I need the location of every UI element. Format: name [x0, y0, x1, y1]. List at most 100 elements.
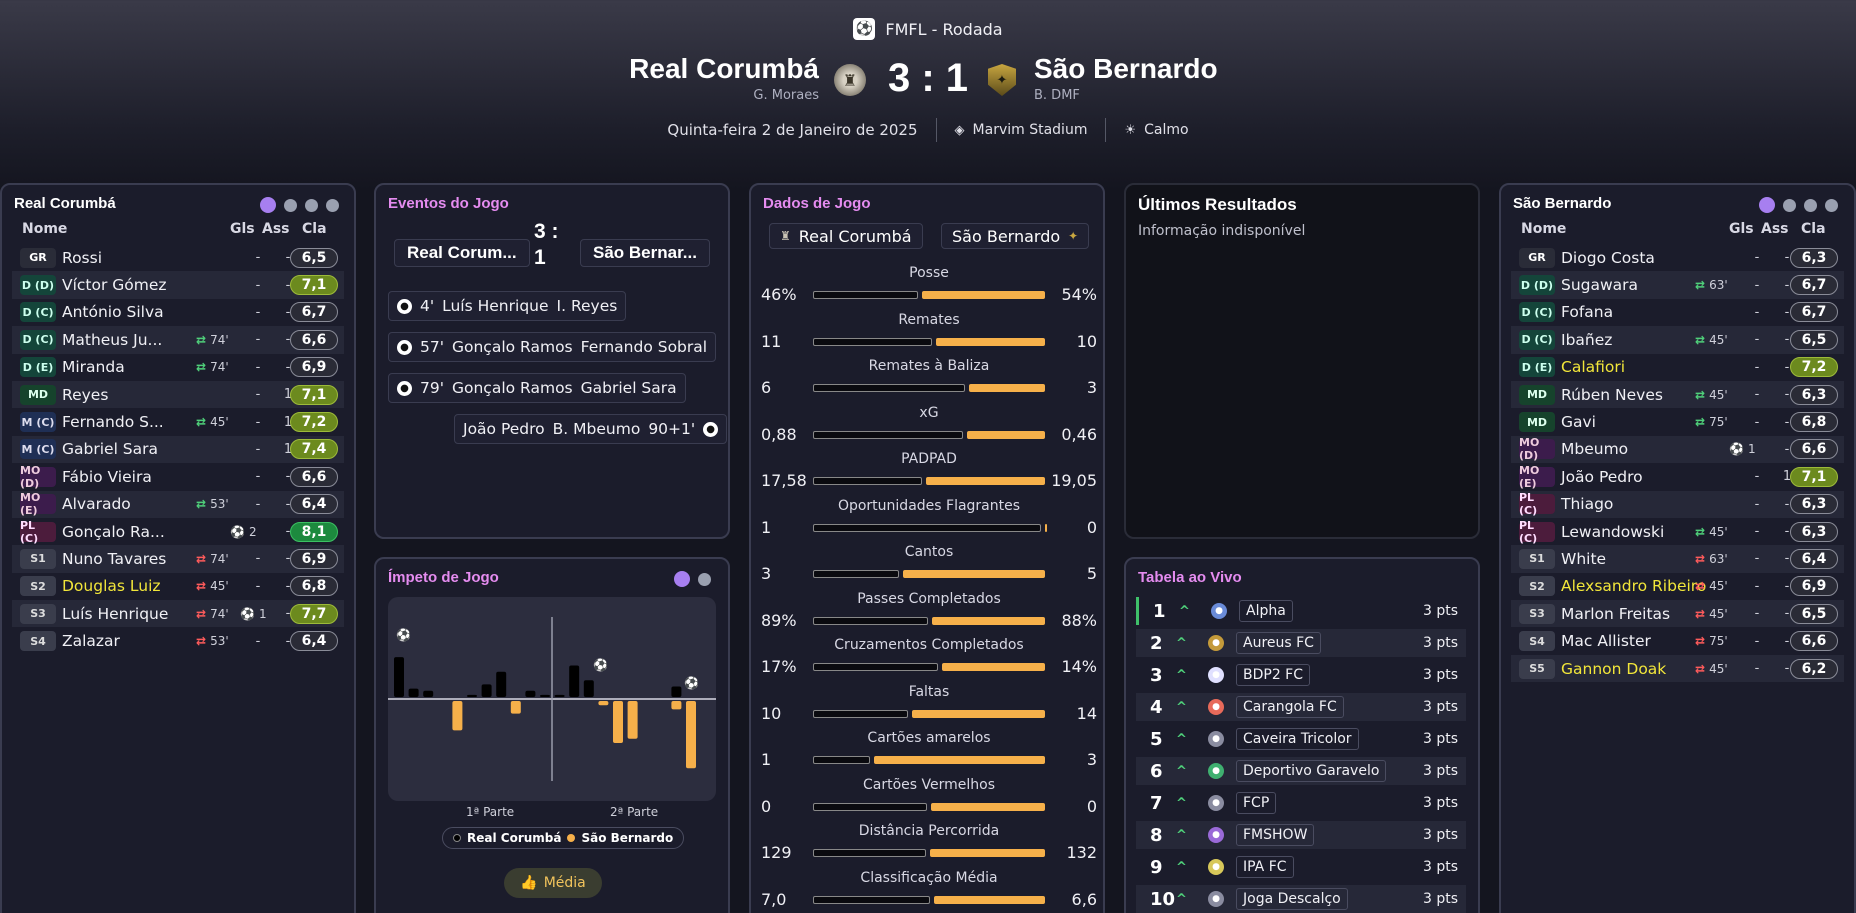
player-name[interactable]: João Pedro	[1561, 467, 1643, 486]
player-row[interactable]: MO (D) Mbeumo ⚽ 1 -6,6	[1511, 435, 1844, 464]
table-row[interactable]: 10 ^ ● Joga Descalço 3 pts	[1136, 885, 1466, 913]
goal-event[interactable]: ● 57' Gonçalo Ramos Fernando Sobral	[388, 332, 717, 362]
player-name[interactable]: White	[1561, 549, 1607, 568]
col-cla[interactable]: Cla	[1801, 221, 1826, 237]
player-row[interactable]: PL (C) Gonçalo Ra... ⚽ 2 -8,1	[12, 518, 344, 545]
view-dot[interactable]	[1804, 198, 1817, 212]
player-name[interactable]: Fofana	[1561, 303, 1614, 322]
view-dot[interactable]	[1759, 197, 1775, 213]
player-name[interactable]: Mbeumo	[1561, 440, 1629, 459]
stats-away-chip[interactable]: São Bernardo ✦	[941, 223, 1090, 249]
player-name[interactable]: Thiago	[1561, 495, 1614, 514]
player-row[interactable]: PL (C) Thiago - -6,3	[1511, 490, 1844, 518]
player-name[interactable]: Víctor Gómez	[62, 276, 167, 295]
player-name[interactable]: Calafiori	[1561, 358, 1626, 377]
average-button[interactable]: 👍 Média	[504, 868, 602, 898]
player-name[interactable]: Sugawara	[1561, 276, 1639, 295]
player-row[interactable]: D (C) Matheus Ju... ⇄ 74' - -6,6	[12, 326, 344, 354]
view-dot[interactable]	[674, 571, 690, 587]
player-row[interactable]: D (D) Sugawara ⇄ 63' - -6,7	[1511, 271, 1844, 299]
player-name[interactable]: Fernando S...	[62, 413, 164, 432]
player-row[interactable]: MO (E) João Pedro - 1 7,1	[1511, 463, 1844, 490]
player-name[interactable]: Lewandowski	[1561, 522, 1665, 541]
table-team-name[interactable]: Deportivo Garavelo	[1236, 760, 1387, 782]
player-row[interactable]: GR Rossi - -6,5	[12, 244, 344, 271]
table-team-name[interactable]: FCP	[1236, 792, 1277, 814]
player-name[interactable]: Alexsandro Ribeiro	[1561, 577, 1707, 596]
events-home-chip[interactable]: Real Corum...	[394, 239, 530, 267]
col-gls[interactable]: Gls	[230, 221, 255, 237]
player-name[interactable]: Gabriel Sara	[62, 440, 159, 459]
player-name[interactable]: Reyes	[62, 385, 109, 404]
player-row[interactable]: D (C) Fofana - -6,7	[1511, 299, 1844, 326]
events-away-chip[interactable]: São Bernar...	[580, 239, 710, 267]
col-gls[interactable]: Gls	[1729, 221, 1754, 237]
player-row[interactable]: S1 White ⇄ 63' - -6,4	[1511, 545, 1844, 573]
stats-home-chip[interactable]: ♜ Real Corumbá	[769, 223, 923, 249]
player-name[interactable]: Gonçalo Ra...	[62, 522, 165, 541]
player-row[interactable]: D (D) Víctor Gómez - -7,1	[12, 271, 344, 299]
away-badge-icon[interactable]: ✦	[988, 64, 1016, 96]
player-row[interactable]: MD Rúben Neves ⇄ 45' - -6,3	[1511, 380, 1844, 409]
view-dot[interactable]	[284, 198, 297, 212]
table-team-name[interactable]: FMSHOW	[1236, 824, 1315, 846]
col-ass[interactable]: Ass	[1761, 221, 1789, 237]
goal-event[interactable]: ● 79' Gonçalo Ramos Gabriel Sara	[388, 373, 686, 403]
table-row[interactable]: 1 ^ ● Alpha 3 pts	[1136, 597, 1466, 625]
player-name[interactable]: Miranda	[62, 358, 125, 377]
player-name[interactable]: Douglas Luiz	[62, 577, 161, 596]
player-row[interactable]: MO (D) Fábio Vieira - -6,6	[12, 463, 344, 490]
player-name[interactable]: Gavi	[1561, 413, 1596, 432]
view-dot[interactable]	[326, 198, 339, 212]
player-row[interactable]: MD Reyes - 1 7,1	[12, 380, 344, 409]
col-cla[interactable]: Cla	[302, 221, 327, 237]
view-dot[interactable]	[260, 197, 276, 213]
player-row[interactable]: D (E) Calafiori - -7,2	[1511, 354, 1844, 381]
player-row[interactable]: S2 Douglas Luiz ⇄ 45' - -6,8	[12, 573, 344, 600]
table-team-name[interactable]: Caveira Tricolor	[1236, 728, 1359, 750]
view-dot[interactable]	[1825, 198, 1838, 212]
away-team[interactable]: São Bernardo B. DMF	[1034, 52, 1218, 103]
table-row[interactable]: 9 ^ ● IPA FC 3 pts	[1136, 853, 1466, 881]
player-row[interactable]: S3 Luís Henrique ⇄ 74' ⚽ 1 -7,7	[12, 600, 344, 628]
player-row[interactable]: GR Diogo Costa - -6,3	[1511, 244, 1844, 271]
view-dot[interactable]	[1783, 198, 1796, 212]
competition[interactable]: ⚽ FMFL - Rodada	[0, 18, 1856, 40]
table-team-name[interactable]: IPA FC	[1236, 856, 1294, 878]
player-name[interactable]: Ibañez	[1561, 330, 1613, 349]
col-name[interactable]: Nome	[1521, 221, 1567, 237]
table-row[interactable]: 7 ^ ● FCP 3 pts	[1136, 789, 1466, 817]
table-row[interactable]: 8 ^ ● FMSHOW 3 pts	[1136, 821, 1466, 849]
table-team-name[interactable]: BDP2 FC	[1236, 664, 1311, 686]
player-name[interactable]: Mac Allister	[1561, 632, 1651, 651]
player-name[interactable]: Fábio Vieira	[62, 467, 152, 486]
player-name[interactable]: Matheus Ju...	[62, 330, 163, 349]
col-name[interactable]: Nome	[22, 221, 68, 237]
table-team-name[interactable]: Alpha	[1239, 600, 1293, 622]
player-row[interactable]: PL (C) Lewandowski ⇄ 45' - -6,3	[1511, 518, 1844, 545]
player-name[interactable]: Rúben Neves	[1561, 385, 1663, 404]
player-row[interactable]: S4 Zalazar ⇄ 53' - -6,4	[12, 627, 344, 654]
table-row[interactable]: 4 ^ ● Carangola FC 3 pts	[1136, 693, 1466, 721]
player-row[interactable]: MD Gavi ⇄ 75' - -6,8	[1511, 408, 1844, 435]
player-row[interactable]: D (E) Miranda ⇄ 74' - -6,9	[12, 354, 344, 381]
home-team[interactable]: Real Corumbá G. Moraes	[629, 52, 819, 103]
player-name[interactable]: Alvarado	[62, 495, 131, 514]
player-name[interactable]: Luís Henrique	[62, 604, 169, 623]
home-badge-icon[interactable]: ♜	[834, 64, 866, 96]
table-team-name[interactable]: Joga Descalço	[1236, 888, 1348, 910]
table-row[interactable]: 2 ^ ● Aureus FC 3 pts	[1136, 629, 1466, 657]
player-row[interactable]: S2 Alexsandro Ribeiro ⇄ 45' - -6,9	[1511, 573, 1844, 600]
table-row[interactable]: 3 ^ ● BDP2 FC 3 pts	[1136, 661, 1466, 689]
player-name[interactable]: Marlon Freitas	[1561, 604, 1671, 623]
stadium-name[interactable]: Marvim Stadium	[972, 122, 1088, 138]
player-row[interactable]: M (C) Fernando S... ⇄ 45' - 1 7,2	[12, 408, 344, 435]
player-row[interactable]: D (C) António Silva - -6,7	[12, 299, 344, 326]
player-row[interactable]: S1 Nuno Tavares ⇄ 74' - -6,9	[12, 545, 344, 573]
player-row[interactable]: S3 Marlon Freitas ⇄ 45' - -6,5	[1511, 600, 1844, 628]
table-team-name[interactable]: Aureus FC	[1236, 632, 1321, 654]
player-name[interactable]: Nuno Tavares	[62, 549, 167, 568]
player-name[interactable]: Zalazar	[62, 632, 120, 651]
player-name[interactable]: Gannon Doak	[1561, 659, 1667, 678]
table-team-name[interactable]: Carangola FC	[1236, 696, 1344, 718]
